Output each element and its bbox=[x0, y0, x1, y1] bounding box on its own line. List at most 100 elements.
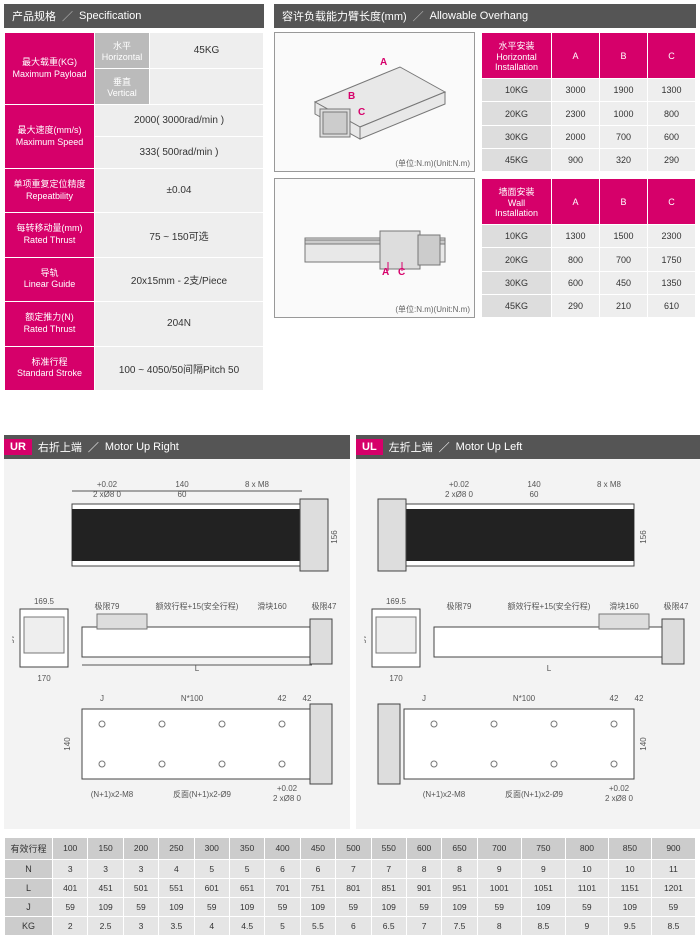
dim-col: 750 bbox=[521, 837, 565, 859]
dim-cell: 8 bbox=[406, 859, 441, 878]
dim-col: 450 bbox=[300, 837, 335, 859]
dim-col: 200 bbox=[123, 837, 158, 859]
over-th: C bbox=[648, 33, 696, 79]
dim-cell: 1051 bbox=[521, 878, 565, 897]
svg-text:J: J bbox=[100, 694, 104, 703]
svg-text:97: 97 bbox=[364, 634, 368, 643]
dim-cell: 11 bbox=[651, 859, 695, 878]
dim-cell: 2 bbox=[53, 916, 88, 935]
dim-col: 650 bbox=[442, 837, 477, 859]
svg-text:滑块160: 滑块160 bbox=[609, 601, 639, 611]
svg-text:169.5: 169.5 bbox=[386, 597, 407, 606]
dim-cell: 59 bbox=[651, 897, 695, 916]
dim-cell: 109 bbox=[88, 897, 123, 916]
svg-text:97: 97 bbox=[12, 634, 16, 643]
dim-col: 400 bbox=[265, 837, 300, 859]
ul-cn: 左折上端 bbox=[389, 439, 433, 455]
spec-value: 45KG bbox=[150, 33, 264, 69]
ul-tag: UL bbox=[356, 439, 383, 455]
dim-header: 有效行程 bbox=[5, 837, 53, 859]
spec-value: 75 ~ 150可选 bbox=[95, 213, 264, 257]
svg-text:B: B bbox=[348, 91, 355, 102]
svg-text:140: 140 bbox=[63, 737, 72, 751]
overhang-header-cn: 容许负载能力臂长度(mm) bbox=[282, 8, 407, 24]
dim-cell: 109 bbox=[608, 897, 651, 916]
dim-col: 850 bbox=[608, 837, 651, 859]
dim-cell: 9 bbox=[565, 916, 608, 935]
overhang-column: 容许负载能力臂长度(mm) ／ Allowable Overhang bbox=[274, 4, 696, 391]
spec-sub: 垂直 Vertical bbox=[95, 69, 150, 105]
svg-text:极限47: 极限47 bbox=[312, 601, 337, 611]
svg-text:额效行程+15(安全行程): 额效行程+15(安全行程) bbox=[156, 601, 239, 611]
overhang-diagram-horizontal: A B C (单位:N.m)(Unit:N.m) bbox=[274, 32, 475, 172]
dim-row-head: N bbox=[5, 859, 53, 878]
svg-text:极限79: 极限79 bbox=[95, 601, 120, 611]
svg-text:反面(N+1)x2-Ø9: 反面(N+1)x2-Ø9 bbox=[173, 789, 232, 799]
motor-ur-diagram: +0.02 2 xØ8 0 140 60 8 x M8 156 169.5 17… bbox=[4, 459, 350, 829]
dim-cell: 9 bbox=[521, 859, 565, 878]
dim-cell: 2.5 bbox=[88, 916, 123, 935]
spec-header-en: Specification bbox=[79, 10, 141, 22]
dim-col: 500 bbox=[336, 837, 371, 859]
spec-header-cn: 产品规格 bbox=[12, 8, 56, 24]
unit-label: (单位:N.m)(Unit:N.m) bbox=[395, 158, 470, 169]
dim-cell: 7 bbox=[406, 916, 441, 935]
spec-label: 导轨Linear Guide bbox=[5, 257, 95, 301]
dim-col: 800 bbox=[565, 837, 608, 859]
over-th: 墙面安装 Wall Installation bbox=[482, 179, 552, 225]
motor-ur-header: UR 右折上端 ／ Motor Up Right bbox=[4, 435, 350, 459]
dim-cell: 851 bbox=[371, 878, 406, 897]
svg-text:8 x M8: 8 x M8 bbox=[597, 480, 622, 489]
dim-cell: 9.5 bbox=[608, 916, 651, 935]
dim-cell: 7 bbox=[336, 859, 371, 878]
svg-text:140: 140 bbox=[527, 480, 541, 489]
svg-text:N*100: N*100 bbox=[513, 694, 536, 703]
svg-text:170: 170 bbox=[37, 674, 51, 683]
spec-value: 204N bbox=[95, 302, 264, 346]
dim-cell: 7 bbox=[371, 859, 406, 878]
svg-text:J: J bbox=[422, 694, 426, 703]
dim-cell: 7.5 bbox=[442, 916, 477, 935]
dim-cell: 4.5 bbox=[229, 916, 264, 935]
dim-cell: 1001 bbox=[477, 878, 521, 897]
dim-cell: 109 bbox=[442, 897, 477, 916]
spec-value: 333( 500rad/min ) bbox=[95, 137, 264, 169]
unit-label: (单位:N.m)(Unit:N.m) bbox=[395, 304, 470, 315]
over-th: B bbox=[600, 179, 648, 225]
svg-text:N*100: N*100 bbox=[181, 694, 204, 703]
overhang-header: 容许负载能力臂长度(mm) ／ Allowable Overhang bbox=[274, 4, 696, 28]
spec-label: 每转移动量(mm)Rated Thrust bbox=[5, 213, 95, 257]
dim-cell: 651 bbox=[229, 878, 264, 897]
dim-cell: 1101 bbox=[565, 878, 608, 897]
dim-col: 350 bbox=[229, 837, 264, 859]
dim-col: 550 bbox=[371, 837, 406, 859]
dim-cell: 59 bbox=[265, 897, 300, 916]
dim-cell: 801 bbox=[336, 878, 371, 897]
dim-cell: 5 bbox=[194, 859, 229, 878]
dim-col: 100 bbox=[53, 837, 88, 859]
dim-cell: 8 bbox=[442, 859, 477, 878]
spec-table: 最大载重(KG) Maximum Payload 水平 Horizontal 4… bbox=[4, 32, 264, 391]
over-th: A bbox=[552, 33, 600, 79]
ul-en: Motor Up Left bbox=[456, 441, 523, 453]
over-th: A bbox=[552, 179, 600, 225]
svg-text:2 xØ8 0: 2 xØ8 0 bbox=[605, 794, 634, 803]
svg-text:42: 42 bbox=[610, 694, 619, 703]
overhang-row: A C (单位:N.m)(Unit:N.m) 墙面安装 Wall Install… bbox=[274, 178, 696, 318]
svg-text:2 xØ8 0: 2 xØ8 0 bbox=[273, 794, 302, 803]
motor-ul-diagram: +0.02 2 xØ8 0 140 60 8 x M8 156 169.5 17… bbox=[356, 459, 700, 829]
dim-cell: 5.5 bbox=[300, 916, 335, 935]
dim-cell: 5 bbox=[229, 859, 264, 878]
svg-text:(N+1)x2-M8: (N+1)x2-M8 bbox=[91, 790, 134, 799]
dim-cell: 3.5 bbox=[159, 916, 194, 935]
overhang-row: A B C (单位:N.m)(Unit:N.m) 水平安装 Horizontal… bbox=[274, 32, 696, 172]
dim-cell: 751 bbox=[300, 878, 335, 897]
dim-cell: 8.5 bbox=[651, 916, 695, 935]
motor-ul-header: UL 左折上端 ／ Motor Up Left bbox=[356, 435, 700, 459]
ur-tag: UR bbox=[4, 439, 32, 455]
ur-en: Motor Up Right bbox=[105, 441, 179, 453]
dim-cell: 5 bbox=[265, 916, 300, 935]
dimension-table: 有效行程100150200250300350400450500550600650… bbox=[4, 837, 696, 936]
dim-cell: 451 bbox=[88, 878, 123, 897]
dim-cell: 59 bbox=[336, 897, 371, 916]
